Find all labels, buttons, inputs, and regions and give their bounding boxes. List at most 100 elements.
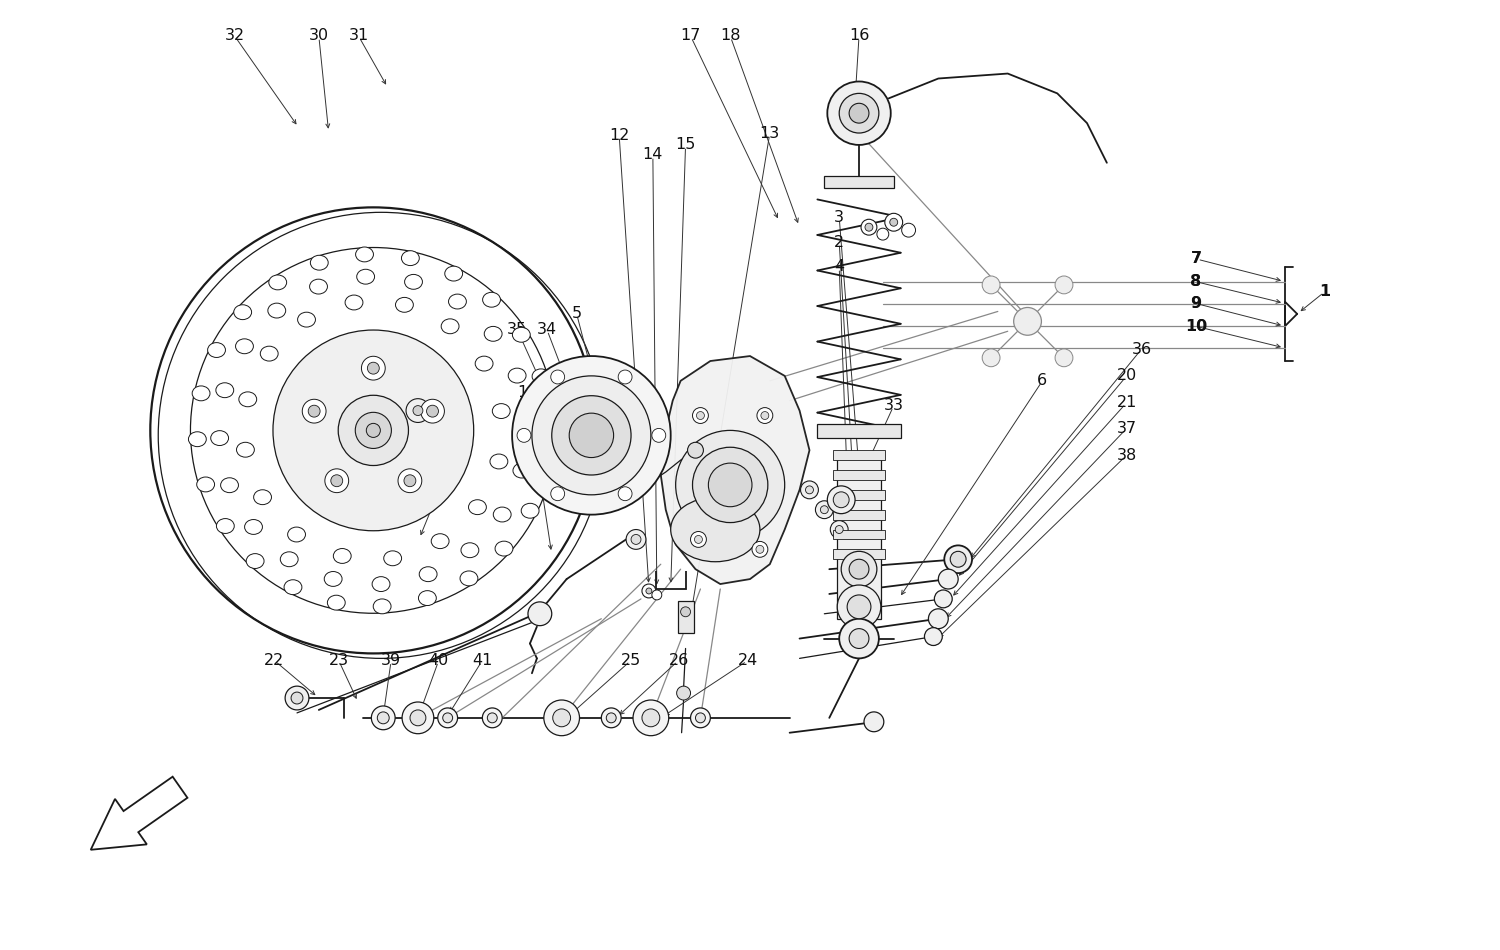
Text: 34: 34 — [537, 322, 556, 337]
Circle shape — [303, 399, 326, 423]
Circle shape — [885, 214, 903, 231]
Text: 6: 6 — [1038, 373, 1047, 389]
Circle shape — [865, 223, 873, 231]
Circle shape — [693, 408, 708, 424]
Ellipse shape — [520, 504, 538, 518]
Ellipse shape — [518, 415, 536, 430]
Circle shape — [1054, 349, 1072, 367]
Ellipse shape — [532, 369, 550, 384]
Text: 36: 36 — [1131, 342, 1152, 356]
Text: 4: 4 — [834, 259, 844, 275]
Ellipse shape — [254, 490, 272, 504]
Text: 32: 32 — [225, 28, 245, 44]
Circle shape — [550, 370, 564, 384]
Circle shape — [291, 693, 303, 704]
Ellipse shape — [430, 534, 448, 548]
Bar — [834, 450, 885, 460]
Ellipse shape — [540, 414, 558, 429]
Text: 10: 10 — [1185, 319, 1208, 333]
Text: 16: 16 — [849, 28, 868, 44]
Ellipse shape — [372, 577, 390, 592]
Circle shape — [362, 356, 386, 380]
Circle shape — [442, 712, 453, 723]
Circle shape — [950, 551, 966, 567]
Circle shape — [945, 545, 972, 573]
Circle shape — [642, 584, 656, 598]
Ellipse shape — [268, 275, 286, 290]
Ellipse shape — [333, 548, 351, 563]
Ellipse shape — [189, 431, 207, 446]
Circle shape — [368, 362, 380, 374]
Circle shape — [420, 399, 444, 423]
Circle shape — [426, 406, 438, 417]
Circle shape — [410, 710, 426, 726]
Circle shape — [693, 447, 768, 522]
Text: 22: 22 — [264, 653, 285, 668]
Circle shape — [398, 469, 422, 493]
Circle shape — [806, 485, 813, 494]
Text: 24: 24 — [738, 653, 758, 668]
Circle shape — [633, 700, 669, 735]
Text: 1: 1 — [1320, 284, 1330, 299]
Text: 26: 26 — [669, 653, 688, 668]
Circle shape — [690, 531, 706, 547]
Ellipse shape — [284, 580, 302, 595]
Circle shape — [150, 207, 597, 654]
Text: 15: 15 — [675, 138, 696, 152]
Circle shape — [512, 356, 670, 515]
Text: 35: 35 — [507, 322, 526, 337]
Text: 21: 21 — [1116, 395, 1137, 410]
Ellipse shape — [297, 313, 315, 327]
Circle shape — [552, 396, 632, 475]
Ellipse shape — [495, 542, 513, 556]
Bar — [834, 529, 885, 540]
Circle shape — [372, 706, 394, 730]
Bar — [834, 510, 885, 520]
Circle shape — [834, 492, 849, 507]
Circle shape — [687, 443, 703, 458]
Ellipse shape — [236, 339, 254, 353]
Text: 9: 9 — [1191, 296, 1202, 311]
Circle shape — [338, 395, 408, 466]
Ellipse shape — [513, 328, 529, 342]
Circle shape — [864, 712, 883, 732]
Circle shape — [842, 551, 878, 587]
Ellipse shape — [396, 297, 414, 313]
Bar — [834, 470, 885, 480]
Circle shape — [849, 629, 868, 649]
Ellipse shape — [670, 497, 760, 561]
Circle shape — [690, 708, 711, 728]
Text: 40: 40 — [429, 653, 448, 668]
Ellipse shape — [490, 454, 508, 469]
Circle shape — [618, 370, 632, 384]
Text: 31: 31 — [348, 28, 369, 44]
Ellipse shape — [246, 554, 264, 568]
Ellipse shape — [268, 303, 285, 318]
Ellipse shape — [238, 391, 256, 407]
Circle shape — [552, 709, 570, 727]
Circle shape — [518, 428, 531, 443]
Bar — [837, 452, 880, 618]
Ellipse shape — [357, 269, 375, 284]
Circle shape — [934, 590, 952, 608]
Circle shape — [413, 406, 423, 415]
Circle shape — [837, 585, 880, 629]
Text: 25: 25 — [621, 653, 640, 668]
Circle shape — [532, 376, 651, 495]
Ellipse shape — [509, 369, 526, 383]
Ellipse shape — [446, 266, 462, 281]
Circle shape — [378, 712, 388, 724]
Text: 13: 13 — [759, 125, 780, 141]
Ellipse shape — [234, 305, 252, 319]
Circle shape — [438, 708, 458, 728]
Ellipse shape — [484, 327, 502, 341]
Circle shape — [890, 218, 897, 226]
Ellipse shape — [280, 552, 298, 567]
Ellipse shape — [492, 404, 510, 419]
Text: 9: 9 — [1191, 296, 1202, 311]
Ellipse shape — [419, 591, 436, 605]
Ellipse shape — [244, 520, 262, 535]
Circle shape — [839, 618, 879, 658]
Circle shape — [326, 469, 348, 493]
Circle shape — [861, 219, 877, 235]
